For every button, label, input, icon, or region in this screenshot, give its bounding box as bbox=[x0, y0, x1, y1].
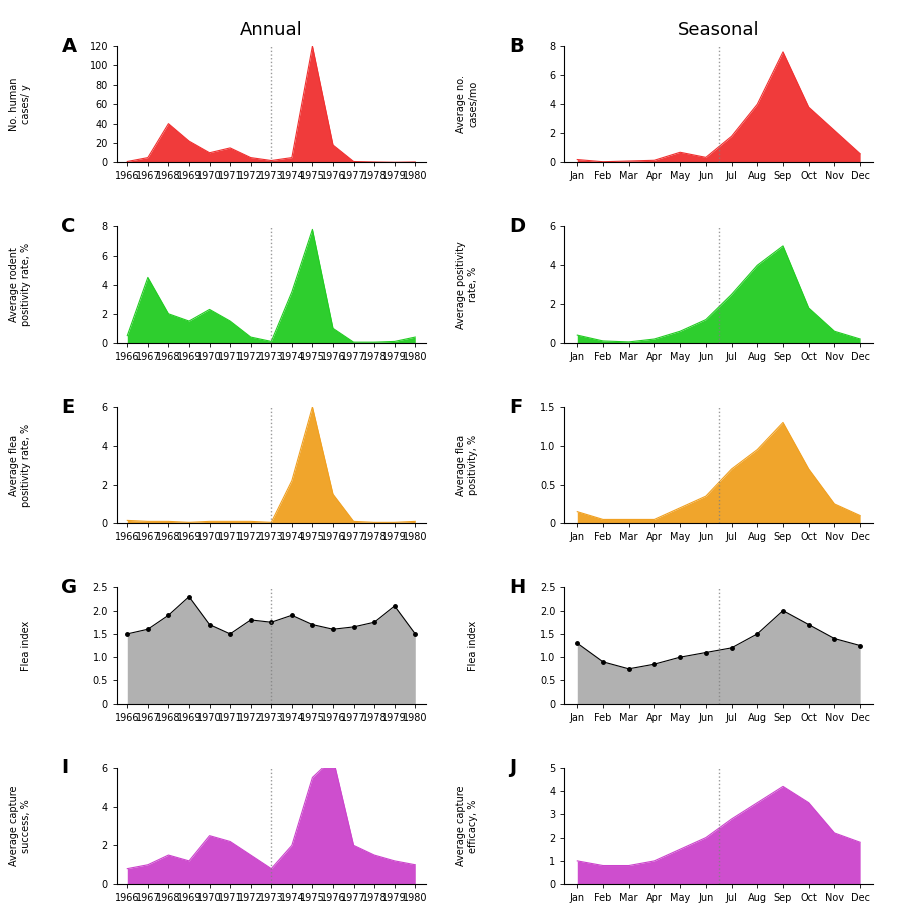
Y-axis label: Flea index: Flea index bbox=[468, 621, 478, 670]
Y-axis label: Average positivity
rate, %: Average positivity rate, % bbox=[456, 240, 478, 329]
Text: F: F bbox=[508, 398, 522, 416]
Text: G: G bbox=[61, 578, 77, 597]
Text: A: A bbox=[61, 37, 76, 56]
Text: J: J bbox=[508, 758, 516, 777]
Y-axis label: Average flea
positivity, %: Average flea positivity, % bbox=[456, 435, 478, 495]
Text: B: B bbox=[508, 37, 524, 56]
Text: E: E bbox=[61, 398, 75, 416]
Y-axis label: Flea index: Flea index bbox=[21, 621, 31, 670]
Text: D: D bbox=[508, 217, 525, 236]
Text: I: I bbox=[61, 758, 68, 777]
Y-axis label: No. human
cases/ y: No. human cases/ y bbox=[9, 77, 31, 131]
Text: H: H bbox=[508, 578, 525, 597]
Y-axis label: Average capture
success, %: Average capture success, % bbox=[9, 786, 31, 867]
Title: Annual: Annual bbox=[240, 21, 302, 39]
Y-axis label: Average rodent
positivity rate, %: Average rodent positivity rate, % bbox=[9, 243, 31, 326]
Y-axis label: Average no.
cases/mo: Average no. cases/mo bbox=[456, 76, 478, 134]
Y-axis label: Average flea
positivity rate, %: Average flea positivity rate, % bbox=[9, 424, 31, 507]
Y-axis label: Average capture
efficacy, %: Average capture efficacy, % bbox=[456, 786, 478, 867]
Title: Seasonal: Seasonal bbox=[678, 21, 760, 39]
Text: C: C bbox=[61, 217, 76, 236]
